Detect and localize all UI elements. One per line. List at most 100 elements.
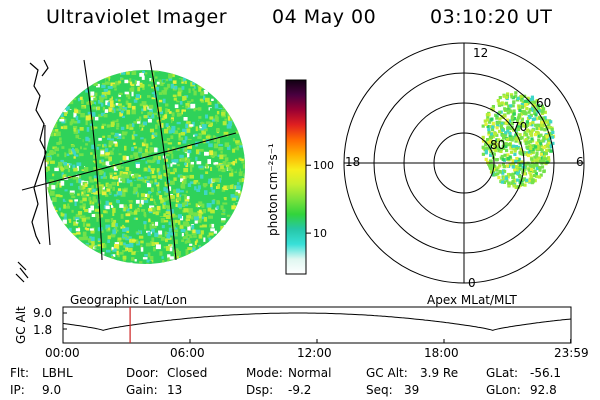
speckle	[92, 160, 96, 164]
polar-speckle	[518, 122, 522, 126]
speckle	[235, 158, 238, 164]
speckle	[107, 86, 113, 89]
speckle	[135, 199, 140, 204]
door-value: Closed	[167, 366, 208, 380]
polar-speckle	[536, 144, 540, 148]
speckle	[217, 154, 220, 157]
polar-speckle	[541, 109, 545, 113]
polar-speckle	[522, 177, 526, 181]
speckle	[121, 188, 125, 193]
speckle	[121, 133, 127, 136]
speckle	[132, 130, 136, 136]
speckle	[94, 116, 99, 121]
speckle	[112, 202, 117, 207]
polar-speckle	[523, 99, 527, 103]
speckle	[112, 211, 115, 216]
speckle	[176, 242, 181, 247]
colorbar-tick-label: 10	[313, 227, 327, 240]
polar-speckle	[512, 128, 516, 132]
speckle	[66, 220, 69, 225]
polar-speckle	[513, 149, 517, 153]
polar-speckle	[523, 111, 527, 115]
speckle	[161, 90, 167, 93]
speckle	[101, 243, 106, 249]
polar-speckle	[520, 96, 524, 100]
speckle	[169, 212, 175, 216]
speckle	[77, 211, 83, 215]
speckle	[140, 137, 144, 140]
speckle	[140, 177, 145, 182]
polar-speckle	[538, 175, 542, 179]
polar-speckle	[536, 147, 540, 151]
speckle	[214, 143, 217, 148]
altitude-ticks	[62, 312, 572, 343]
speckle	[79, 200, 84, 204]
speckle	[201, 216, 205, 220]
speckle	[130, 154, 133, 159]
speckle	[111, 223, 116, 228]
altitude-xtick-0: 00:00	[45, 346, 80, 360]
speckle	[165, 188, 169, 193]
polar-speckle	[504, 121, 508, 125]
polar-speckle	[528, 163, 532, 168]
speckle	[216, 128, 220, 133]
speckle	[193, 237, 196, 241]
speckle	[64, 112, 67, 116]
speckle	[158, 92, 163, 95]
speckle	[46, 156, 52, 162]
speckle	[84, 160, 89, 166]
polar-speckle	[535, 164, 539, 168]
speckle	[113, 132, 119, 137]
polar-speckle	[525, 178, 529, 182]
polar-speckle	[502, 135, 506, 139]
speckle	[220, 151, 223, 154]
speckle	[184, 240, 188, 244]
polar-speckle	[493, 146, 497, 150]
speckle	[134, 146, 138, 149]
speckle	[218, 104, 224, 108]
speckle	[144, 254, 149, 257]
altitude-ytick-high: 9.0	[33, 306, 53, 320]
speckle	[170, 199, 176, 202]
speckle	[197, 107, 202, 111]
speckle	[152, 71, 155, 77]
speckle	[86, 188, 89, 192]
speckle	[218, 177, 222, 183]
speckle	[170, 83, 174, 89]
speckle	[150, 170, 155, 174]
speckle	[120, 110, 124, 114]
speckle	[85, 219, 90, 223]
speckle	[131, 134, 135, 140]
speckle	[81, 215, 86, 220]
speckle	[176, 79, 182, 84]
speckle	[168, 127, 171, 131]
speckle	[107, 137, 111, 140]
speckle	[129, 87, 135, 92]
speckle	[153, 84, 157, 87]
speckle	[133, 99, 138, 103]
speckle	[200, 174, 204, 179]
speckle	[73, 120, 79, 124]
speckle	[113, 172, 117, 175]
speckle	[133, 210, 138, 215]
polar-speckle	[508, 163, 512, 167]
speckle	[166, 234, 171, 239]
speckle	[159, 195, 163, 200]
speckle	[154, 147, 158, 153]
speckle	[126, 124, 129, 129]
speckle	[125, 244, 131, 248]
speckle	[97, 238, 101, 241]
flt-value: LBHL	[42, 366, 73, 380]
speckle	[187, 226, 191, 231]
speckle	[135, 240, 139, 244]
speckle	[103, 210, 107, 213]
speckle	[82, 197, 87, 202]
speckle	[171, 146, 176, 151]
speckle	[200, 91, 205, 96]
speckle	[133, 217, 137, 220]
speckle	[143, 106, 147, 111]
speckle	[141, 101, 147, 106]
speckle	[118, 92, 123, 95]
speckle	[66, 106, 70, 112]
